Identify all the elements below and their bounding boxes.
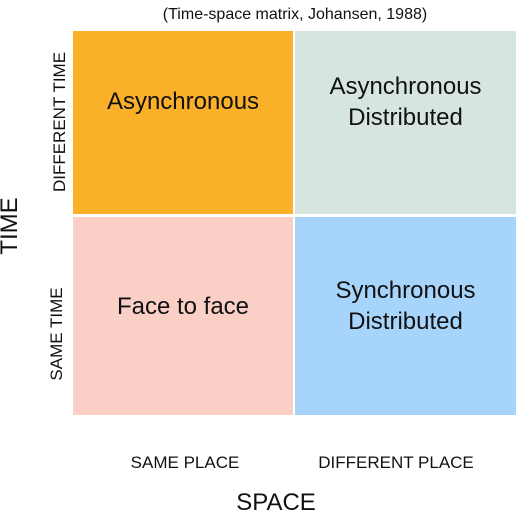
cell-synchronous-distributed: Synchronous Distributed bbox=[295, 217, 516, 415]
space-axis-label: SPACE bbox=[236, 489, 316, 516]
cell-asynchronous-distributed: Asynchronous Distributed bbox=[295, 31, 516, 214]
cell-face-to-face-label: Face to face bbox=[116, 292, 250, 320]
column-label-different-place: DIFFERENT PLACE bbox=[318, 453, 474, 472]
cell-face-to-face: Face to face bbox=[73, 217, 293, 415]
time-space-matrix: Asynchronous Asynchronous Distributed Fa… bbox=[73, 31, 516, 415]
cell-asynchronous-distributed-label: Asynchronous Distributed bbox=[329, 72, 482, 131]
row-label-different-time: DIFFERENT TIME bbox=[50, 51, 69, 193]
matrix-caption: (Time-space matrix, Johansen, 1988) bbox=[162, 6, 428, 23]
cell-synchronous-distributed-label: Synchronous Distributed bbox=[335, 277, 476, 335]
row-label-same-time: SAME TIME bbox=[47, 287, 66, 381]
cell-asynchronous: Asynchronous bbox=[73, 31, 293, 214]
time-axis-label: TIME bbox=[0, 197, 23, 255]
column-label-same-place: SAME PLACE bbox=[130, 453, 240, 472]
cell-asynchronous-label: Asynchronous bbox=[106, 88, 260, 115]
